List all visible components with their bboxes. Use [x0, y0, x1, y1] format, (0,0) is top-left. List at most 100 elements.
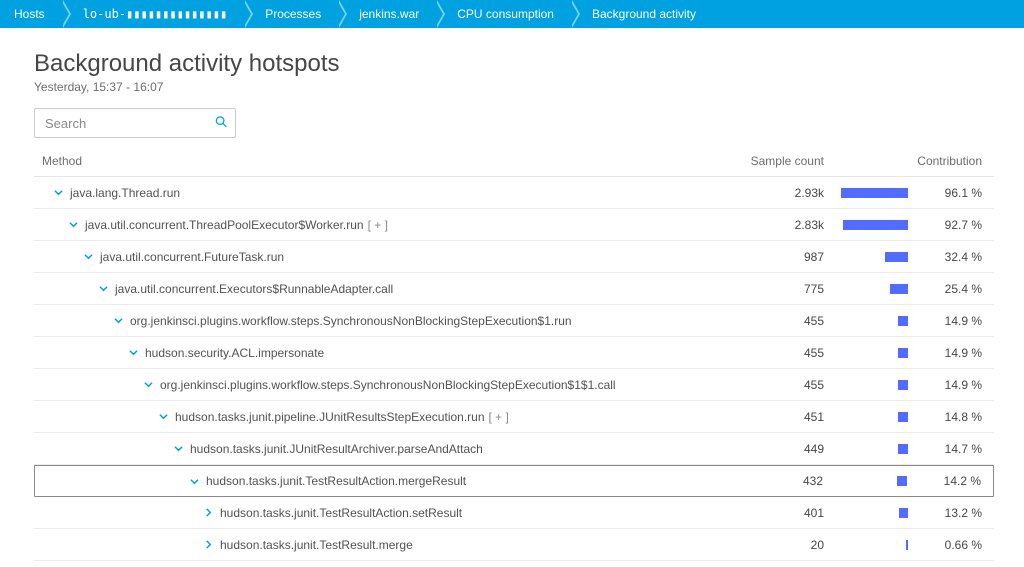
method-cell: hudson.tasks.junit.pipeline.JUnitResults…: [34, 410, 704, 424]
chevron-down-icon[interactable]: [67, 219, 79, 231]
contribution-pct: 32.4 %: [914, 250, 994, 264]
tree-row[interactable]: java.util.concurrent.Executors$RunnableA…: [34, 273, 994, 305]
breadcrumb-item[interactable]: CPU consumption: [435, 0, 570, 28]
tree-row[interactable]: java.util.concurrent.FutureTask.run987 32…: [34, 241, 994, 273]
contribution-bar-fill: [898, 316, 908, 326]
search-box: [34, 108, 236, 138]
tree-row[interactable]: java.util.concurrent.ThreadPoolExecutor$…: [34, 209, 994, 241]
col-sample-header: Sample count: [704, 154, 834, 168]
contribution-bar-cell: [834, 380, 914, 390]
chevron-down-icon[interactable]: [127, 347, 139, 359]
contribution-bar-fill: [898, 380, 908, 390]
contribution-bar-cell: [834, 508, 914, 518]
sample-count: 432: [703, 474, 833, 488]
contribution-bar-fill: [885, 252, 908, 262]
method-cell: java.util.concurrent.ThreadPoolExecutor$…: [34, 218, 704, 232]
contribution-bar-cell: [834, 284, 914, 294]
col-contribution-header: Contribution: [914, 154, 994, 168]
method-cell: hudson.tasks.junit.JUnitResultArchiver.p…: [34, 442, 704, 456]
chevron-down-icon[interactable]: [112, 315, 124, 327]
breadcrumb-item[interactable]: Processes: [243, 0, 337, 28]
contribution-pct: 96.1 %: [914, 186, 994, 200]
method-cell: java.util.concurrent.FutureTask.run: [34, 250, 704, 264]
method-name: hudson.tasks.junit.TestResult.merge: [220, 538, 413, 552]
contribution-bar: [838, 508, 908, 518]
contribution-pct: 14.9 %: [914, 314, 994, 328]
contribution-bar-fill: [843, 220, 908, 230]
tree-row[interactable]: org.jenkinsci.plugins.workflow.steps.Syn…: [34, 369, 994, 401]
chevron-right-icon[interactable]: [202, 507, 214, 519]
method-cell: hudson.security.ACL.impersonate: [34, 346, 704, 360]
breadcrumb-item[interactable]: jenkins.war: [337, 0, 435, 28]
contribution-bar: [838, 220, 908, 230]
search-input[interactable]: [34, 108, 236, 138]
method-cell: java.util.concurrent.Executors$RunnableA…: [34, 282, 704, 296]
method-cell: org.jenkinsci.plugins.workflow.steps.Syn…: [34, 314, 704, 328]
tree-row[interactable]: org.jenkinsci.plugins.workflow.steps.Syn…: [34, 305, 994, 337]
tree-row[interactable]: java.lang.Thread.run2.93k96.1 %: [34, 177, 994, 209]
chevron-down-icon[interactable]: [157, 411, 169, 423]
contribution-bar-cell: [834, 188, 914, 198]
tree-row[interactable]: hudson.tasks.junit.pipeline.JUnitResults…: [34, 401, 994, 433]
breadcrumb-item[interactable]: lo-ub-▮▮▮▮▮▮▮▮▮▮▮▮▮▮: [61, 0, 244, 28]
tree-row[interactable]: hudson.security.ACL.impersonate455 14.9 %: [34, 337, 994, 369]
contribution-bar-fill: [841, 188, 908, 198]
method-cell: org.jenkinsci.plugins.workflow.steps.Syn…: [34, 378, 704, 392]
method-cell: hudson.tasks.junit.TestResultAction.setR…: [34, 506, 704, 520]
sample-count: 775: [704, 282, 834, 296]
contribution-bar: [838, 252, 908, 262]
contribution-pct: 14.2 %: [913, 474, 993, 488]
contribution-bar: [838, 540, 908, 550]
method-name: java.util.concurrent.Executors$RunnableA…: [115, 282, 393, 296]
tree-row[interactable]: hudson.tasks.junit.TestResultAction.setR…: [34, 497, 994, 529]
contribution-bar: [838, 412, 908, 422]
hotspots-table: Method Sample count Contribution java.la…: [34, 154, 994, 561]
chevron-right-icon[interactable]: [202, 539, 214, 551]
page-content: Background activity hotspots Yesterday, …: [0, 28, 1024, 561]
contribution-bar-fill: [898, 412, 908, 422]
contribution-bar-fill: [898, 348, 908, 358]
contribution-pct: 14.9 %: [914, 346, 994, 360]
sample-count: 20: [704, 538, 834, 552]
sample-count: 455: [704, 346, 834, 360]
contribution-bar-fill: [899, 508, 908, 518]
expand-hint[interactable]: [ + ]: [489, 410, 509, 424]
sample-count: 455: [704, 378, 834, 392]
chevron-down-icon[interactable]: [97, 283, 109, 295]
method-name: org.jenkinsci.plugins.workflow.steps.Syn…: [160, 378, 616, 392]
page-title: Background activity hotspots: [34, 50, 1024, 78]
contribution-pct: 92.7 %: [914, 218, 994, 232]
method-name: hudson.tasks.junit.TestResultAction.merg…: [206, 474, 466, 488]
col-method-header: Method: [42, 154, 704, 168]
method-cell: java.lang.Thread.run: [34, 186, 704, 200]
method-name: java.util.concurrent.ThreadPoolExecutor$…: [85, 218, 364, 232]
sample-count: 987: [704, 250, 834, 264]
breadcrumb-item[interactable]: Background activity: [570, 0, 712, 28]
sample-count: 401: [704, 506, 834, 520]
time-range: Yesterday, 15:37 - 16:07: [34, 80, 1024, 94]
method-cell: hudson.tasks.junit.TestResult.merge: [34, 538, 704, 552]
chevron-down-icon[interactable]: [82, 251, 94, 263]
tree-row[interactable]: hudson.tasks.junit.TestResultAction.merg…: [34, 465, 994, 497]
contribution-bar-cell: [834, 220, 914, 230]
contribution-bar-fill: [897, 476, 907, 486]
tree-row[interactable]: hudson.tasks.junit.TestResult.merge200.6…: [34, 529, 994, 561]
contribution-pct: 14.8 %: [914, 410, 994, 424]
chevron-down-icon[interactable]: [172, 443, 184, 455]
table-header: Method Sample count Contribution: [34, 154, 994, 177]
chevron-down-icon[interactable]: [142, 379, 154, 391]
expand-hint[interactable]: [ + ]: [368, 218, 388, 232]
breadcrumb-item[interactable]: Hosts: [0, 0, 61, 28]
chevron-down-icon[interactable]: [188, 475, 200, 487]
contribution-bar-cell: [834, 252, 914, 262]
contribution-bar: [838, 348, 908, 358]
tree-row[interactable]: hudson.tasks.junit.JUnitResultArchiver.p…: [34, 433, 994, 465]
method-name: java.lang.Thread.run: [70, 186, 180, 200]
col-bar-header: [834, 154, 914, 168]
chevron-down-icon[interactable]: [52, 187, 64, 199]
method-cell: hudson.tasks.junit.TestResultAction.merg…: [35, 474, 703, 488]
contribution-bar-fill: [898, 444, 908, 454]
contribution-bar: [837, 476, 907, 486]
sample-count: 451: [704, 410, 834, 424]
contribution-bar: [838, 444, 908, 454]
